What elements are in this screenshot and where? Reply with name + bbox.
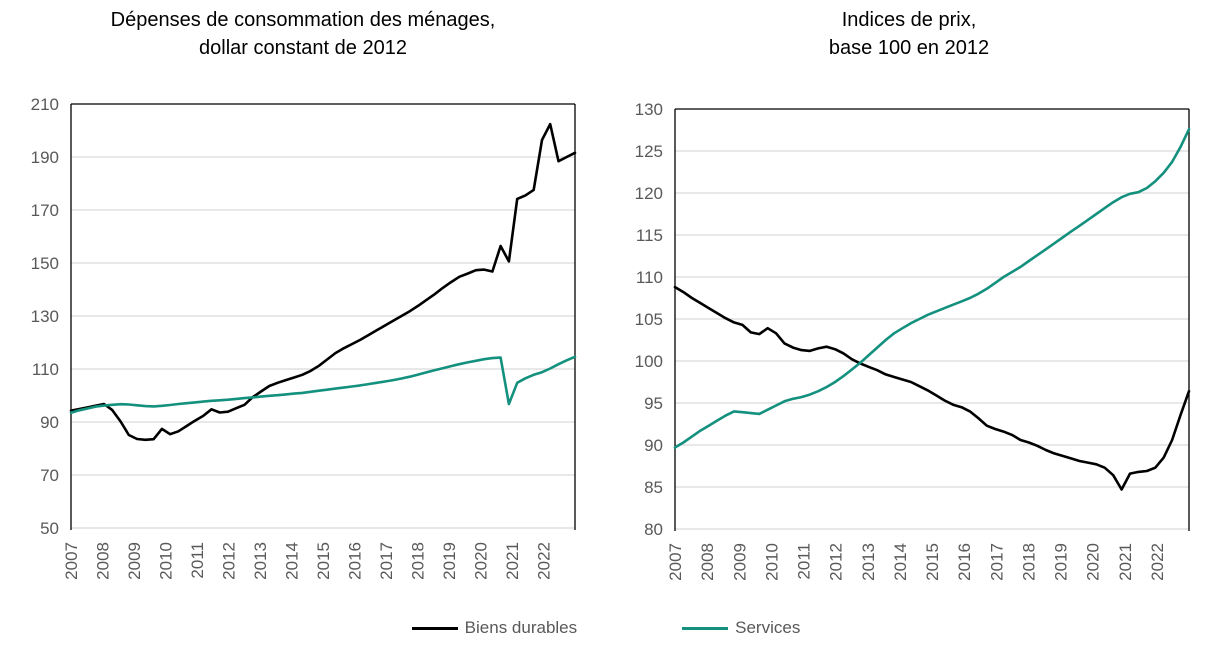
y-axis-label: 95 <box>644 394 663 413</box>
y-axis-label: 210 <box>31 95 59 114</box>
x-axis-label: 2007 <box>62 542 81 580</box>
legend: Biens durables Services <box>0 618 1212 638</box>
x-axis-label: 2022 <box>535 542 554 580</box>
services-line-swatch <box>682 626 729 630</box>
right-chart-title: Indices de prix, base 100 en 2012 <box>606 6 1212 62</box>
x-axis-label: 2012 <box>827 543 846 581</box>
x-axis-label: 2020 <box>1084 543 1103 581</box>
left-chart-title-line2: dollar constant de 2012 <box>199 37 407 59</box>
legend-label-biens-durables: Biens durables <box>464 618 578 637</box>
x-axis-label: 2017 <box>987 543 1006 581</box>
x-axis-label: 2020 <box>472 542 491 580</box>
y-axis-label: 130 <box>635 100 663 119</box>
y-axis-label: 90 <box>40 413 59 432</box>
x-axis-label: 2017 <box>377 542 396 580</box>
x-axis-label: 2021 <box>503 542 522 580</box>
x-axis-label: 2008 <box>698 543 717 581</box>
y-axis-label: 100 <box>635 352 663 371</box>
x-axis-label: 2016 <box>955 543 974 581</box>
x-axis-label: 2010 <box>157 542 176 580</box>
series-line-services <box>69 355 577 415</box>
x-axis-label: 2009 <box>125 542 144 580</box>
y-axis-label: 110 <box>636 268 663 287</box>
x-axis-label: 2014 <box>891 543 910 581</box>
legend-label-services: Services <box>735 618 801 637</box>
y-axis-label: 170 <box>31 201 59 220</box>
y-axis-label: 85 <box>644 478 663 497</box>
right-chart-title-line2: base 100 en 2012 <box>828 37 990 59</box>
y-axis-label: 80 <box>644 520 663 539</box>
y-axis-label: 150 <box>31 254 59 273</box>
x-axis-label: 2012 <box>220 542 239 580</box>
y-axis-label: 110 <box>32 360 59 379</box>
legend-item-services: Services <box>682 618 800 638</box>
x-axis-label: 2016 <box>346 542 365 580</box>
right-chart-title-line1: Indices de prix, <box>841 9 977 31</box>
y-axis-label: 190 <box>31 148 59 167</box>
y-axis-label: 120 <box>635 184 663 203</box>
series-line-services <box>673 127 1191 449</box>
y-axis-label: 90 <box>644 436 663 455</box>
y-axis-label: 130 <box>31 307 59 326</box>
x-axis-label: 2018 <box>1019 543 1038 581</box>
x-axis-label: 2019 <box>1052 543 1071 581</box>
left-chart-title-line1: Dépenses de consommation des ménages, <box>110 9 496 31</box>
x-axis-label: 2019 <box>440 542 459 580</box>
x-axis-label: 2014 <box>283 542 302 580</box>
x-axis-label: 2007 <box>666 543 685 581</box>
x-axis-label: 2013 <box>859 543 878 581</box>
legend-item-biens-durables: Biens durables <box>411 618 578 638</box>
x-axis-label: 2010 <box>762 543 781 581</box>
series-line-biens-durables <box>673 285 1191 491</box>
x-axis-label: 2021 <box>1116 543 1135 581</box>
left-chart-title: Dépenses de consommation des ménages, do… <box>0 6 606 62</box>
x-axis-label: 2011 <box>795 543 814 580</box>
x-axis-label: 2008 <box>94 542 113 580</box>
series-line-biens-durables <box>69 122 577 442</box>
y-axis-label: 115 <box>636 226 663 245</box>
y-axis-label: 70 <box>40 466 59 485</box>
x-axis-label: 2015 <box>314 542 333 580</box>
x-axis-label: 2009 <box>730 543 749 581</box>
x-axis-label: 2011 <box>188 542 207 579</box>
y-axis-label: 125 <box>635 142 663 161</box>
x-axis-label: 2022 <box>1148 543 1167 581</box>
biens-durables-line-swatch <box>411 626 458 630</box>
y-axis-label: 50 <box>40 519 59 538</box>
y-axis-label: 105 <box>635 310 663 329</box>
x-axis-label: 2018 <box>409 542 428 580</box>
x-axis-label: 2013 <box>251 542 270 580</box>
x-axis-label: 2015 <box>923 543 942 581</box>
